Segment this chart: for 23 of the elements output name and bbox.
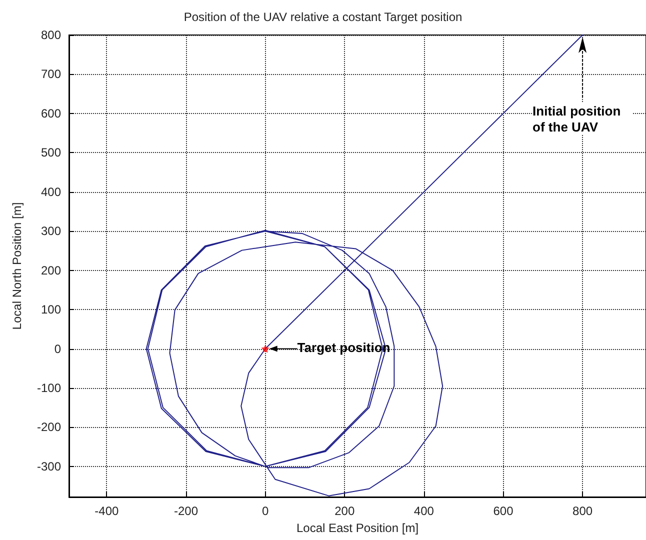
y-tick-label: 300 (40, 224, 62, 238)
y-tick-label: 600 (40, 106, 62, 120)
y-tick-label: 0 (54, 342, 62, 356)
y-tick-label: 700 (40, 67, 62, 82)
y-tick-label: 800 (40, 28, 62, 42)
x-tick-label: -400 (94, 504, 119, 518)
y-tick-label: -100 (36, 380, 62, 395)
x-axis-title: Local East Position [m] (296, 520, 419, 535)
x-tick-label: 200 (334, 504, 355, 518)
y-tick-label: 200 (40, 263, 62, 278)
y-tick-label: 100 (40, 302, 62, 317)
y-tick-label: 500 (40, 146, 62, 160)
x-tick-label: 400 (414, 504, 434, 518)
x-tick-label: 0 (262, 504, 269, 518)
x-tick-label: -200 (174, 504, 198, 518)
annotation: Initial position of the UAV (532, 104, 624, 134)
x-tick-label: 600 (493, 504, 514, 518)
chart-title: Position of the UAV relative a costant Target position (184, 10, 462, 24)
x-tick-label: 800 (572, 504, 593, 518)
y-tick-label: -300 (36, 459, 62, 474)
y-tick-label: -200 (36, 420, 62, 434)
y-tick-label: 400 (40, 184, 62, 199)
y-axis-title: Local North Position [m] (10, 202, 24, 330)
